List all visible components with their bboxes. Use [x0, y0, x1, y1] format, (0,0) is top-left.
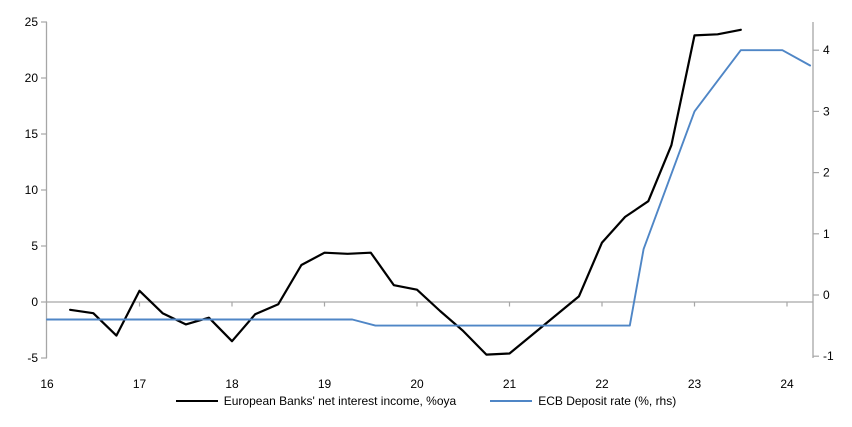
legend: European Banks' net interest income, %oy…: [0, 394, 852, 408]
left-axis-tick-label: 25: [25, 15, 39, 29]
right-axis-tick-label: 0: [823, 288, 830, 302]
right-axis-tick-label: -1: [823, 349, 834, 363]
legend-label: European Banks' net interest income, %oy…: [223, 394, 457, 408]
x-axis-tick-label: 24: [780, 377, 794, 391]
legend-item-ecb-deposit-rate: ECB Deposit rate (%, rhs): [490, 394, 676, 408]
left-axis-tick-label: 20: [25, 71, 39, 85]
x-axis-tick-label: 16: [40, 377, 54, 391]
right-axis-tick-label: 4: [823, 43, 830, 57]
x-axis-tick-label: 22: [595, 377, 609, 391]
left-axis-tick-label: -5: [27, 351, 38, 365]
x-axis-tick-label: 21: [503, 377, 517, 391]
x-axis-tick-label: 17: [133, 377, 147, 391]
legend-label: ECB Deposit rate (%, rhs): [538, 394, 677, 408]
left-axis-tick-label: 15: [25, 127, 39, 141]
series-line-0: [68, 28, 742, 356]
legend-line-swatch-blue: [490, 400, 533, 402]
x-axis-tick-label: 23: [688, 377, 702, 391]
x-axis-tick-label: 18: [225, 377, 239, 391]
legend-item-net-interest-income: European Banks' net interest income, %oy…: [175, 394, 457, 408]
x-axis-tick-label: 20: [410, 377, 424, 391]
left-axis-tick-label: 5: [31, 239, 38, 253]
left-axis-tick-label: 10: [25, 183, 39, 197]
legend-line-swatch-black: [175, 400, 218, 402]
right-axis-tick-label: 3: [823, 104, 830, 118]
x-axis-tick-label: 19: [318, 377, 332, 391]
right-axis-tick-label: 1: [823, 227, 830, 241]
series-line-1: [46, 49, 812, 327]
right-axis-tick-label: 2: [823, 166, 830, 180]
left-axis-tick-label: 0: [31, 295, 38, 309]
